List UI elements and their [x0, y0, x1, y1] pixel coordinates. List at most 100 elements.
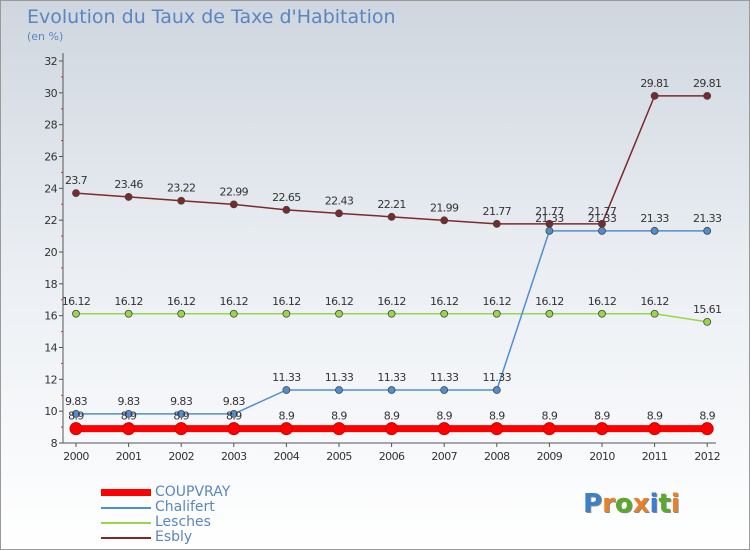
data-label: 29.81 — [640, 77, 669, 90]
x-tick-label: 2011 — [642, 450, 668, 463]
data-label: 21.99 — [430, 201, 459, 214]
data-label: 16.12 — [272, 295, 301, 308]
y-tick-label: 12 — [44, 373, 57, 386]
logo-letter: i — [649, 489, 659, 519]
data-label: 22.43 — [325, 194, 354, 207]
data-point — [650, 309, 659, 318]
data-label: 23.22 — [167, 182, 196, 195]
y-tick-label: 18 — [44, 278, 57, 291]
y-tick-label: 22 — [44, 214, 57, 227]
data-label: 11.33 — [272, 371, 301, 384]
data-point — [387, 212, 396, 221]
data-label: 8.9 — [647, 410, 663, 423]
data-label: 22.99 — [220, 185, 249, 198]
data-label: 8.9 — [279, 410, 295, 423]
data-label: 21.33 — [588, 212, 617, 225]
data-label: 8.9 — [331, 410, 347, 423]
data-label: 22.65 — [272, 191, 301, 204]
legend-label: Lesches — [155, 514, 211, 530]
data-point — [387, 309, 396, 318]
data-label: 11.33 — [483, 371, 512, 384]
data-point — [72, 409, 80, 418]
data-point — [648, 422, 662, 436]
data-point — [335, 386, 343, 394]
data-label: 8.9 — [542, 410, 558, 423]
x-tick-label: 2006 — [379, 450, 405, 463]
data-point — [335, 309, 343, 318]
data-label: 16.12 — [377, 295, 406, 308]
data-point — [229, 309, 238, 318]
data-label: 16.12 — [325, 295, 354, 308]
data-point — [700, 422, 714, 436]
data-label: 8.9 — [173, 410, 189, 423]
y-unit-label: (en %) — [27, 30, 64, 43]
data-point — [542, 422, 556, 436]
x-tick-label: 2008 — [484, 450, 510, 463]
proxiti-logo: Proxiti — [583, 489, 680, 519]
data-label: 8.9 — [384, 410, 400, 423]
data-point — [650, 226, 659, 235]
y-tick-label: 8 — [51, 437, 58, 450]
x-tick-label: 2009 — [537, 450, 563, 463]
legend-swatch — [101, 489, 151, 496]
legend-label: Esbly — [155, 529, 193, 545]
data-label: 16.12 — [430, 295, 459, 308]
data-point — [335, 209, 343, 218]
data-point — [122, 422, 136, 436]
data-point — [437, 422, 451, 436]
data-label: 21.77 — [588, 205, 617, 218]
data-point — [282, 309, 291, 318]
logo-letter: r — [602, 489, 615, 519]
x-tick-label: 2007 — [431, 450, 457, 463]
y-tick-label: 32 — [44, 55, 57, 68]
data-label: 16.12 — [114, 295, 143, 308]
data-point — [72, 189, 80, 198]
data-label: 9.83 — [65, 395, 88, 408]
logo-letter: P — [583, 489, 603, 519]
data-label: 8.9 — [489, 410, 505, 423]
data-label: 29.81 — [693, 77, 722, 90]
data-point — [490, 422, 504, 436]
chart-title: Evolution du Taux de Taxe d'Habitation — [27, 6, 396, 28]
x-tick-label: 2012 — [694, 450, 720, 463]
data-label: 8.9 — [68, 410, 84, 423]
data-point — [492, 219, 501, 228]
data-label: 16.12 — [640, 295, 669, 308]
data-label: 22.21 — [377, 198, 406, 211]
data-point — [703, 226, 712, 235]
y-tick-label: 10 — [44, 405, 57, 418]
y-tick-label: 30 — [44, 87, 57, 100]
data-label: 9.83 — [223, 395, 246, 408]
logo-letter: i — [670, 489, 680, 519]
legend-swatch — [101, 507, 151, 509]
logo-letter: t — [658, 489, 671, 519]
data-label: 11.33 — [377, 371, 406, 384]
legend-item-chalifert: Chalifert — [101, 499, 301, 515]
data-label: 21.33 — [640, 212, 669, 225]
data-point — [440, 216, 449, 225]
data-point — [598, 226, 606, 235]
legend-label: Chalifert — [155, 499, 215, 515]
y-tick-label: 26 — [44, 151, 57, 164]
data-point — [177, 309, 186, 318]
x-tick-label: 2010 — [589, 450, 615, 463]
data-label: 11.33 — [325, 371, 354, 384]
data-point — [385, 422, 399, 436]
data-label: 8.9 — [594, 410, 610, 423]
data-label: 9.83 — [170, 395, 193, 408]
data-label: 16.12 — [62, 295, 91, 308]
data-point — [279, 422, 293, 436]
data-label: 8.9 — [436, 410, 452, 423]
legend-swatch — [101, 522, 151, 524]
data-label: 16.12 — [483, 295, 512, 308]
data-point — [332, 422, 346, 436]
y-tick-label: 28 — [44, 119, 57, 132]
x-tick-label: 2003 — [221, 450, 247, 463]
data-point — [282, 386, 291, 394]
legend-label: COUPVRAY — [155, 484, 231, 500]
data-label: 21.77 — [535, 205, 564, 218]
legend-item-esbly: Esbly — [101, 529, 301, 545]
x-tick-label: 2005 — [326, 450, 352, 463]
data-label: 21.77 — [483, 205, 512, 218]
